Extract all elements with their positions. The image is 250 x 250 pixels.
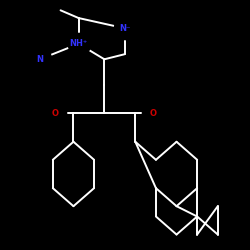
Text: O: O	[150, 109, 157, 118]
Text: N⁻: N⁻	[119, 24, 131, 33]
Text: N: N	[36, 55, 44, 64]
Text: NH⁺: NH⁺	[70, 39, 88, 48]
Text: O: O	[52, 109, 59, 118]
